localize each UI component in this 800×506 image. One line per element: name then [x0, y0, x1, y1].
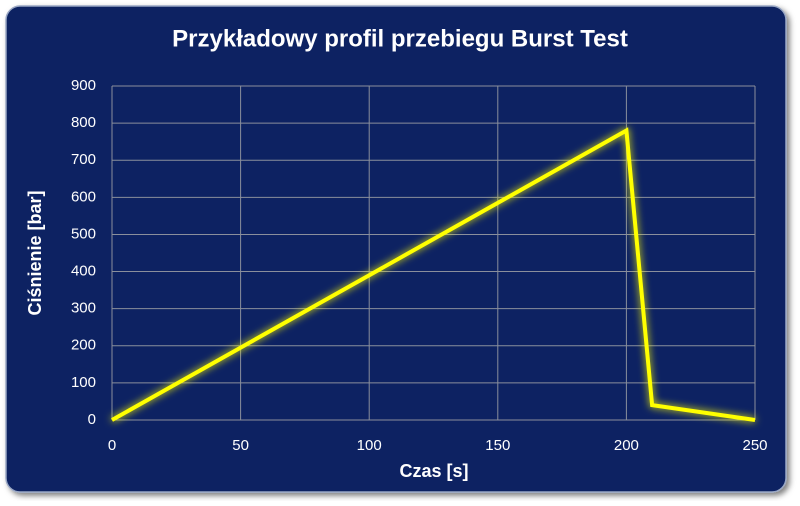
y-tick-label: 600 — [71, 188, 96, 205]
y-tick-label: 700 — [71, 151, 96, 168]
y-axis-label: Ciśnienie [bar] — [25, 190, 45, 315]
chart-title: Przykładowy profil przebiegu Burst Test — [172, 25, 628, 52]
y-tick-label: 200 — [71, 337, 96, 354]
y-tick-label: 800 — [71, 114, 96, 131]
x-tick-label: 0 — [108, 437, 116, 454]
chart-background — [5, 5, 787, 493]
x-tick-label: 200 — [614, 437, 639, 454]
y-tick-label: 300 — [71, 300, 96, 317]
x-tick-label: 50 — [232, 437, 249, 454]
x-tick-label: 100 — [357, 437, 382, 454]
y-tick-label: 0 — [88, 411, 96, 428]
y-tick-label: 500 — [71, 225, 96, 242]
y-tick-label: 100 — [71, 374, 96, 391]
x-tick-label: 250 — [742, 437, 767, 454]
data-line — [111, 127, 756, 422]
x-tick-label: 150 — [485, 437, 510, 454]
x-axis-label: Czas [s] — [399, 461, 468, 481]
y-tick-label: 900 — [71, 77, 96, 94]
y-tick-label: 400 — [71, 263, 96, 280]
